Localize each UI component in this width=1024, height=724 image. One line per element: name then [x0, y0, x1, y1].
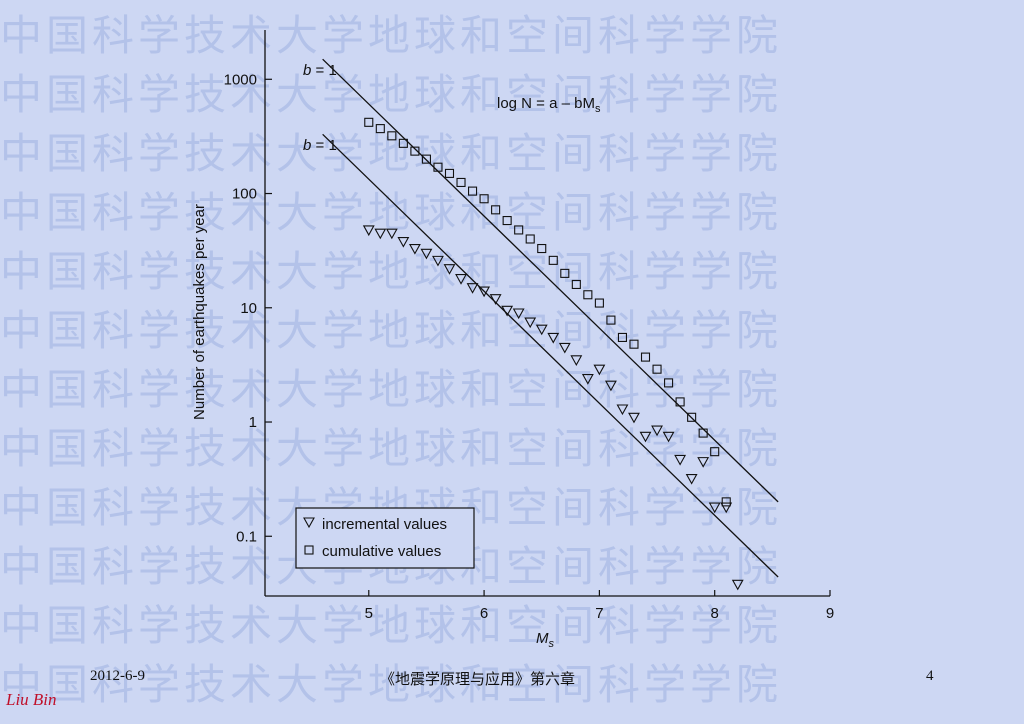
- cumulative-point: [468, 186, 478, 196]
- b-value-line: [322, 58, 779, 503]
- legend-box: [295, 507, 475, 569]
- footer-course-title: 《地震学原理与应用》第六章: [380, 670, 576, 688]
- incremental-point: [501, 305, 514, 317]
- b-value-label: b = 1: [303, 62, 337, 79]
- x-tick-label: 5: [365, 605, 373, 622]
- cumulative-point: [606, 315, 616, 325]
- incremental-point: [374, 228, 387, 240]
- incremental-point: [570, 355, 583, 366]
- incremental-point: [385, 228, 398, 240]
- cumulative-point: [398, 138, 408, 148]
- cumulative-point: [479, 194, 489, 204]
- incremental-point: [628, 412, 640, 424]
- cumulative-point: [594, 298, 604, 308]
- incremental-point: [443, 264, 456, 275]
- cumulative-series: [364, 117, 731, 507]
- cumulative-point: [548, 255, 558, 265]
- incremental-point: [547, 332, 560, 344]
- cumulative-point: [491, 205, 501, 215]
- x-tick-label: 9: [826, 605, 834, 622]
- y-tick-label: 1000: [224, 71, 257, 88]
- cumulative-point: [537, 243, 547, 254]
- cumulative-point: [433, 162, 443, 172]
- cumulative-point: [652, 364, 662, 374]
- incremental-point: [651, 425, 663, 437]
- incremental-point: [397, 236, 410, 248]
- cumulative-point: [514, 225, 524, 235]
- incremental-point: [478, 286, 491, 298]
- equation: log N = a – bMs: [497, 95, 601, 115]
- legend: incremental values cumulative values: [295, 507, 475, 569]
- cumulative-point: [421, 154, 431, 164]
- cumulative-point: [444, 168, 455, 178]
- y-axis-title: Number of earthquakes per year: [191, 204, 208, 420]
- legend-label-cumulative: cumulative values: [322, 543, 441, 560]
- cumulative-point: [629, 339, 639, 349]
- incremental-point: [581, 374, 594, 385]
- cumulative-point: [698, 428, 708, 438]
- incremental-point: [662, 431, 675, 443]
- cumulative-point: [675, 397, 685, 407]
- incremental-point: [697, 457, 710, 468]
- y-tick-label: 0.1: [236, 528, 257, 545]
- incremental-point: [639, 431, 652, 443]
- incremental-point: [362, 225, 375, 237]
- cumulative-point: [710, 447, 720, 457]
- incremental-point: [408, 243, 421, 255]
- y-ticks: 0.1 1 10 100 1000: [224, 71, 272, 545]
- cumulative-point: [664, 378, 674, 388]
- cumulative-point: [721, 497, 731, 507]
- incremental-point: [593, 364, 606, 376]
- incremental-point: [420, 248, 433, 260]
- incremental-point: [558, 342, 571, 354]
- incremental-point: [604, 380, 617, 392]
- footer-page-number: 4: [926, 668, 934, 684]
- cumulative-point: [687, 412, 697, 422]
- incremental-point: [524, 317, 537, 329]
- b-value-line: [322, 133, 779, 578]
- x-axis-title: Ms: [536, 630, 555, 650]
- b-value-label: b = 1: [303, 137, 337, 154]
- footer-date: 2012-6-9: [90, 668, 145, 684]
- cumulative-point: [560, 268, 570, 278]
- cumulative-point: [583, 290, 593, 300]
- x-tick-label: 8: [711, 605, 719, 622]
- y-tick-label: 10: [240, 300, 257, 317]
- cumulative-point: [387, 131, 397, 141]
- incremental-point: [731, 579, 744, 591]
- incremental-point: [432, 255, 444, 267]
- legend-label-incremental: incremental values: [322, 516, 447, 533]
- incremental-point: [512, 308, 525, 320]
- cumulative-point: [502, 216, 512, 226]
- incremental-point: [674, 454, 687, 466]
- x-ticks: 5 6 7 8 9: [365, 590, 834, 622]
- incremental-point: [720, 502, 733, 514]
- legend-square-icon: [304, 545, 314, 555]
- legend-triangle-icon: [303, 517, 315, 529]
- incremental-point: [466, 283, 479, 294]
- incremental-point: [489, 294, 502, 305]
- incremental-point: [616, 404, 629, 416]
- incremental-point: [455, 274, 467, 285]
- cumulative-point: [617, 332, 627, 342]
- cumulative-point: [410, 146, 420, 156]
- x-tick-label: 6: [480, 605, 488, 622]
- author-signature: Liu Bin: [6, 690, 57, 709]
- cumulative-point: [525, 234, 535, 244]
- incremental-series: [362, 225, 744, 591]
- incremental-point: [535, 324, 548, 336]
- y-tick-label: 100: [232, 186, 257, 203]
- cumulative-point: [375, 124, 385, 134]
- incremental-point: [685, 474, 698, 485]
- y-tick-label: 1: [249, 414, 257, 431]
- x-tick-label: 7: [595, 605, 603, 622]
- cumulative-point: [571, 279, 581, 290]
- cumulative-point: [640, 352, 651, 362]
- cumulative-point: [456, 177, 466, 188]
- cumulative-point: [364, 117, 374, 127]
- fit-lines: b = 1 b = 1: [303, 58, 779, 578]
- incremental-point: [708, 502, 721, 514]
- axes: [264, 30, 830, 597]
